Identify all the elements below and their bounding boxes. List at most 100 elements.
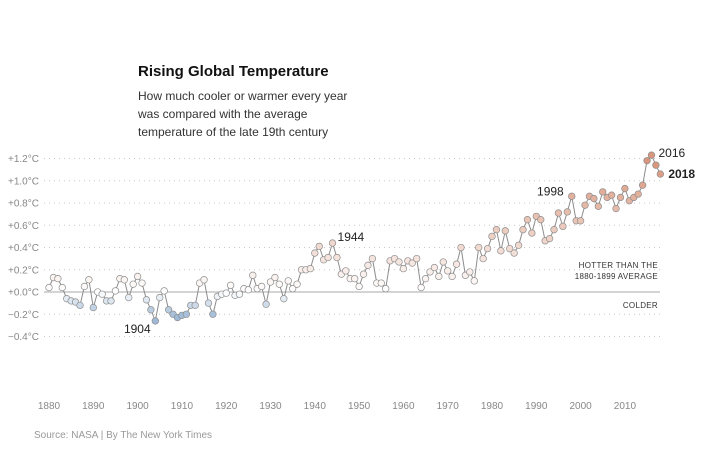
data-point: [226, 281, 235, 289]
x-tick-label: 1900: [126, 401, 149, 412]
data-point: [359, 270, 368, 278]
data-point: [457, 243, 465, 252]
data-point: [235, 290, 244, 298]
data-point: [581, 201, 589, 209]
x-tick-label: 1920: [215, 401, 238, 412]
y-tick-label: +0.4°C: [8, 243, 39, 254]
data-point: [125, 293, 133, 302]
data-point: [80, 282, 89, 291]
data-point: [191, 301, 199, 310]
data-point: [333, 253, 341, 262]
data-point: [271, 273, 279, 282]
data-point: [222, 289, 230, 297]
annotation-2016: 2016: [658, 146, 685, 160]
data-point: [448, 272, 456, 281]
data-point: [76, 301, 84, 310]
y-tick-label: +1.2°C: [8, 154, 39, 165]
grid: −0.4°C −0.2°C +0.0°C +0.2°C +0.4°C +0.6°C +0.8…: [8, 154, 660, 412]
data-point: [483, 244, 492, 253]
data-point: [545, 234, 554, 243]
data-point: [377, 279, 385, 287]
chart-title: Rising Global Temperature: [138, 63, 329, 80]
data-point: [306, 264, 315, 273]
data-point: [147, 306, 155, 314]
x-tick-label: 1930: [259, 401, 282, 412]
chart-subtitle: How much cooler or warmer every year was…: [138, 89, 348, 139]
annotation-1904: 1904: [124, 322, 151, 336]
data-point: [576, 217, 585, 225]
x-tick-label: 1970: [437, 401, 460, 412]
data-point: [594, 202, 602, 210]
data-point: [89, 303, 97, 312]
data-point: [444, 267, 452, 275]
data-point: [638, 181, 647, 189]
data-point: [315, 242, 323, 251]
data-point: [204, 299, 213, 307]
data-point: [280, 295, 288, 303]
data-point: [368, 254, 377, 263]
data-point: [568, 192, 576, 200]
hotter-label-line1: HOTTER THAN THE: [579, 261, 658, 270]
data-point: [452, 260, 461, 268]
data-point: [634, 190, 642, 198]
data-point: [324, 253, 332, 262]
source-credit: Source: NASA | By The New York Times: [34, 430, 213, 441]
data-point: [244, 286, 253, 294]
data-point: [466, 268, 474, 276]
labels-layer: 1904 1944 1998 2016 2018: [124, 146, 695, 336]
data-point: [430, 263, 439, 272]
annotation-1998: 1998: [537, 184, 564, 198]
data-point: [395, 258, 403, 266]
data-point: [647, 151, 656, 159]
data-point: [510, 249, 518, 257]
data-point: [164, 306, 173, 314]
data-point: [607, 191, 616, 199]
x-tick-label: 1910: [171, 401, 194, 412]
data-point: [182, 310, 190, 318]
data-point: [492, 226, 501, 234]
data-point: [284, 277, 292, 285]
data-point: [439, 258, 447, 266]
series-layer: [45, 151, 664, 325]
data-point: [528, 229, 536, 237]
data-point: [129, 280, 137, 288]
data-point: [501, 227, 509, 235]
data-point: [523, 216, 532, 224]
data-point: [257, 282, 266, 291]
data-point: [421, 275, 430, 283]
data-point: [612, 204, 620, 213]
x-tick-label: 1990: [525, 401, 548, 412]
y-tick-label: −0.2°C: [8, 310, 39, 321]
x-tick-label: 2010: [614, 401, 637, 412]
data-point: [54, 275, 62, 283]
data-point: [413, 254, 421, 263]
data-point: [289, 285, 297, 293]
data-point: [120, 276, 128, 284]
annotation-2018: 2018: [668, 167, 695, 181]
y-tick-label: +0.2°C: [8, 265, 39, 276]
data-point: [351, 275, 359, 283]
data-point: [156, 293, 164, 302]
data-point: [652, 161, 660, 169]
data-point: [656, 170, 664, 178]
data-point: [151, 317, 159, 325]
y-tick-label: +0.0°C: [8, 288, 39, 299]
hotter-label-line2: 1880-1899 AVERAGE: [575, 272, 658, 281]
data-point: [475, 243, 483, 252]
data-point: [328, 239, 337, 247]
data-point: [514, 241, 523, 249]
x-tick-label: 1880: [38, 401, 61, 412]
data-point: [563, 208, 571, 216]
data-point: [417, 283, 425, 292]
data-point: [111, 287, 120, 295]
data-point: [262, 300, 270, 308]
data-point: [488, 232, 496, 241]
y-tick-label: −0.4°C: [8, 332, 39, 343]
data-point: [621, 184, 629, 193]
x-tick-label: 1950: [348, 401, 371, 412]
data-point: [599, 188, 607, 196]
data-point: [519, 226, 527, 234]
y-tick-label: +1.0°C: [8, 176, 39, 187]
data-point: [85, 276, 93, 284]
